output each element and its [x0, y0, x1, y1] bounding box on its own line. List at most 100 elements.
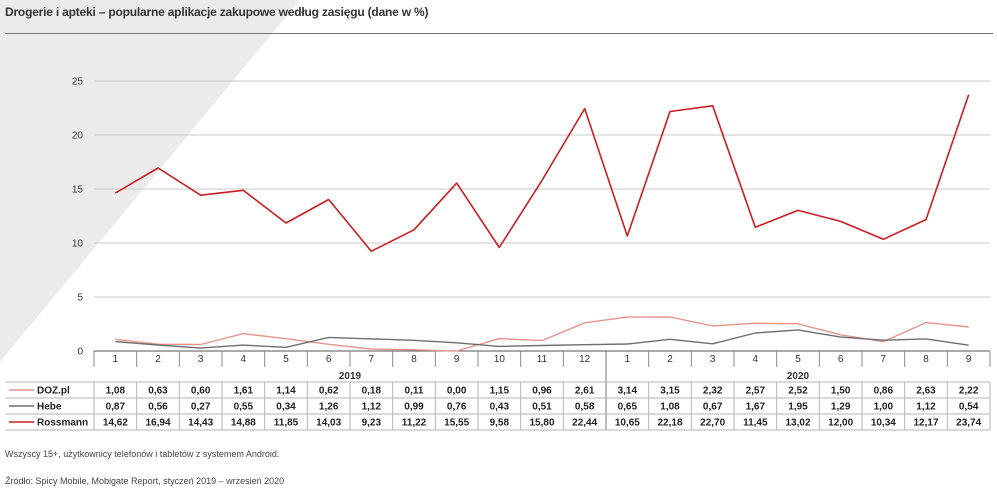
series-line-hebe	[115, 329, 969, 349]
y-tick-label: 5	[77, 293, 83, 304]
x-tick-label: 9	[454, 354, 460, 365]
data-label: 2,32	[703, 386, 723, 397]
data-label: 16,94	[145, 418, 170, 429]
data-label: 11,85	[274, 418, 299, 429]
data-label: 11,22	[402, 418, 427, 429]
data-label: 0,86	[874, 386, 894, 397]
data-label: 2,61	[575, 386, 595, 397]
source-note: Źródło: Spicy Mobile, Mobigate Report, s…	[5, 476, 285, 486]
data-label: 3,15	[660, 386, 680, 397]
data-label: 0,34	[276, 402, 296, 413]
x-tick-label: 11	[537, 354, 548, 365]
data-label: 0,18	[362, 386, 382, 397]
data-label: 0,99	[404, 402, 424, 413]
data-label: 1,12	[362, 402, 382, 413]
data-label: 12,17	[913, 418, 938, 429]
data-label: 0,55	[234, 402, 254, 413]
data-label: 1,12	[916, 402, 936, 413]
data-label: 2,57	[746, 386, 766, 397]
x-tick-label: 5	[283, 354, 289, 365]
x-tick-label: 1	[113, 354, 119, 365]
x-tick-label: 4	[241, 354, 247, 365]
x-tick-label: 4	[753, 354, 759, 365]
data-label: 0,56	[148, 402, 168, 413]
data-label: 3,14	[618, 386, 638, 397]
title-divider	[5, 33, 993, 34]
y-tick-label: 15	[72, 185, 84, 196]
data-label: 22,44	[572, 418, 597, 429]
year-label: 2019	[339, 371, 362, 382]
x-tick-label: 6	[838, 354, 844, 365]
data-label: 0,62	[319, 386, 339, 397]
data-label: 1,67	[746, 402, 766, 413]
data-label: 1,61	[234, 386, 254, 397]
data-label: 0,00	[447, 386, 467, 397]
y-tick-label: 20	[72, 131, 84, 142]
legend-label: Rossmann	[37, 418, 88, 429]
x-tick-label: 7	[881, 354, 887, 365]
data-label: 0,63	[148, 386, 168, 397]
data-label: 1,26	[319, 402, 339, 413]
x-tick-label: 10	[494, 354, 506, 365]
data-label: 0,60	[191, 386, 211, 397]
data-label: 1,14	[276, 386, 296, 397]
data-label: 11,45	[743, 418, 768, 429]
data-label: 14,62	[103, 418, 128, 429]
data-label: 0,65	[618, 402, 638, 413]
data-label: 1,50	[831, 386, 851, 397]
x-tick-label: 5	[795, 354, 801, 365]
x-tick-label: 8	[411, 354, 417, 365]
data-label: 14,88	[231, 418, 256, 429]
series-line-doz-pl	[115, 316, 969, 352]
data-label: 0,27	[191, 402, 211, 413]
data-label: 0,11	[405, 386, 424, 397]
data-label: 14,03	[316, 418, 341, 429]
data-label: 9,58	[490, 418, 510, 429]
x-tick-label: 9	[966, 354, 972, 365]
x-tick-label: 7	[369, 354, 375, 365]
data-label: 15,80	[529, 418, 554, 429]
data-label: 10,65	[615, 418, 640, 429]
data-label: 0,43	[490, 402, 510, 413]
data-label: 14,43	[188, 418, 213, 429]
data-label: 2,52	[788, 386, 808, 397]
x-tick-label: 3	[710, 354, 716, 365]
data-label: 2,22	[959, 386, 979, 397]
x-tick-label: 8	[923, 354, 929, 365]
y-tick-label: 0	[77, 347, 83, 358]
data-label: 1,08	[660, 402, 680, 413]
year-label: 2020	[787, 371, 810, 382]
x-tick-label: 3	[198, 354, 204, 365]
data-label: 0,96	[532, 386, 552, 397]
x-tick-label: 6	[326, 354, 332, 365]
data-label: 1,08	[106, 386, 126, 397]
data-label: 15,55	[444, 418, 469, 429]
sample-note: Wszyscy 15+, użytkownicy telefonów i tab…	[5, 449, 280, 459]
chart-title: Drogerie i apteki – popularne aplikacje …	[5, 5, 429, 19]
data-label: 1,29	[831, 402, 851, 413]
data-label: 22,18	[657, 418, 682, 429]
data-label: 2,63	[916, 386, 936, 397]
data-label: 0,58	[575, 402, 595, 413]
x-tick-label: 2	[155, 354, 161, 365]
legend-label: Hebe	[37, 402, 62, 413]
x-tick-label: 1	[625, 354, 631, 365]
data-label: 1,15	[490, 386, 510, 397]
x-tick-label: 12	[579, 354, 591, 365]
data-label: 1,95	[788, 402, 808, 413]
data-label: 10,34	[871, 418, 896, 429]
series-line-rossmann	[114, 94, 970, 253]
data-label: 13,02	[785, 418, 810, 429]
data-label: 0,51	[532, 402, 552, 413]
data-label: 0,54	[959, 402, 979, 413]
data-label: 12,00	[828, 418, 853, 429]
y-tick-label: 25	[72, 77, 84, 88]
data-label: 0,87	[106, 402, 126, 413]
legend-label: DOZ.pl	[37, 386, 70, 397]
data-label: 0,76	[447, 402, 467, 413]
data-label: 1,00	[874, 402, 894, 413]
y-tick-label: 10	[72, 239, 84, 250]
data-label: 23,74	[956, 418, 981, 429]
